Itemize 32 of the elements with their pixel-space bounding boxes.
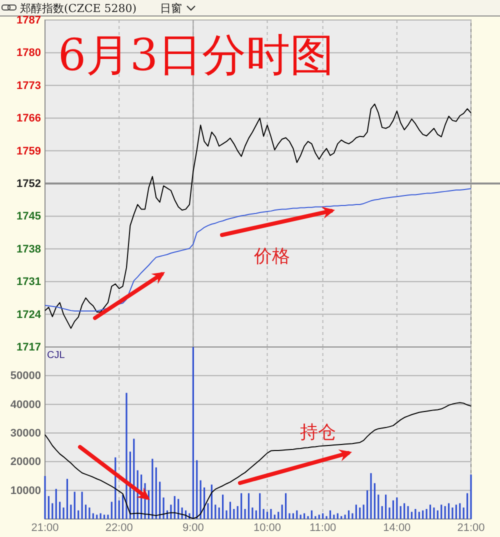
- y-tick-label: 1787: [16, 14, 41, 27]
- annotation: 持仓: [300, 422, 336, 443]
- y-tick-label: 1717: [16, 342, 41, 354]
- y-tick-label: 1759: [16, 145, 41, 158]
- y-tick-label: 1738: [16, 243, 41, 256]
- x-tick-label: 21:00: [31, 522, 59, 534]
- x-tick-label: 9:00: [182, 522, 204, 534]
- line-series: [44, 402, 472, 519]
- y-tick-label: 1766: [16, 112, 41, 125]
- annotation: 价格: [253, 246, 290, 267]
- y-tick-label: 1745: [16, 210, 41, 223]
- line-series: [44, 188, 472, 312]
- y-tick-label: 1780: [16, 47, 41, 60]
- line-series: [44, 104, 472, 329]
- x-tick-label: 22:00: [105, 522, 133, 534]
- text: 郑醇指数(CZCE 5280): [20, 2, 137, 15]
- x-tick-label: 21:00: [457, 522, 485, 534]
- y-tick-label: 20000: [10, 456, 41, 468]
- y-tick-label: 1752: [16, 178, 41, 190]
- y-tick-label: 50000: [10, 370, 41, 382]
- chart-title: CJL: [47, 350, 66, 361]
- y-tick-label: 30000: [10, 428, 41, 440]
- y-tick-label: 1724: [16, 308, 42, 321]
- y-tick-label: 10000: [10, 484, 41, 497]
- y-tick-label: 1731: [16, 276, 41, 288]
- x-tick-label: 10:00: [253, 522, 282, 534]
- y-tick-label: 1773: [16, 80, 41, 92]
- x-tick-label: 11:00: [309, 522, 336, 534]
- y-tick-label: 40000: [10, 398, 41, 411]
- chart-title: 6月3日分时图: [58, 30, 334, 81]
- x-tick-label: 14:00: [383, 522, 411, 534]
- text: 日窗: [160, 2, 182, 15]
